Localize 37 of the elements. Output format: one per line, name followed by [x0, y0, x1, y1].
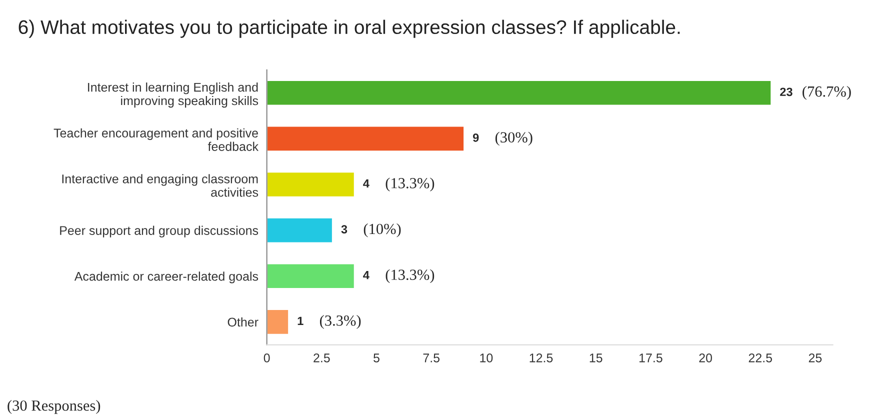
annotation: (76.7%)	[802, 86, 851, 100]
annotation: (13.3%)	[386, 269, 434, 284]
text: (30 Responses)	[8, 400, 100, 414]
bar	[266, 217, 334, 244]
x-tick-label: 20	[699, 354, 712, 362]
x-tick-label: 25	[808, 354, 822, 362]
y-tick-label: Other	[228, 317, 258, 327]
x-tick-label: 7.5	[423, 354, 440, 362]
y-tick-label: Interest in learning English and improving speaking skills	[88, 82, 258, 108]
x-tick-label: 5	[374, 354, 380, 362]
y-tick-label: Academic or career-related goals	[74, 272, 258, 284]
x-tick-label: 17.5	[639, 354, 662, 362]
data-label: 1	[298, 316, 304, 325]
x-tick-label: 2.5	[314, 354, 330, 362]
x-tick-label: 15	[590, 354, 602, 362]
x-tick-label: 22.5	[748, 354, 772, 362]
data-label: 4	[363, 179, 370, 188]
x-tick-label: 12.5	[530, 354, 553, 362]
annotation: (13.3%)	[386, 178, 434, 192]
data-label: 23	[780, 88, 792, 96]
y-tick-label: Interactive and engaging classroom activities	[62, 174, 258, 197]
bar	[266, 308, 290, 336]
annotation: (3.3%)	[320, 315, 361, 329]
data-label: 3	[341, 225, 348, 234]
data-label: 4	[363, 271, 370, 280]
chart-title: 6) What motivates you to participate in oral expression classes? If applicable.	[18, 20, 680, 38]
bar	[266, 171, 356, 198]
data-label: 9	[472, 134, 479, 142]
bar	[266, 125, 465, 152]
y-tick-label: Peer support and group discussions	[60, 226, 258, 238]
bar	[266, 262, 356, 290]
x-tick-label: 0	[264, 354, 270, 362]
annotation: (10%)	[364, 223, 401, 238]
y-tick-label: Teacher encouragement and positive feedback	[54, 128, 259, 151]
x-tick-label: 10	[480, 354, 493, 362]
bar	[266, 80, 772, 106]
annotation: (30%)	[495, 132, 532, 146]
